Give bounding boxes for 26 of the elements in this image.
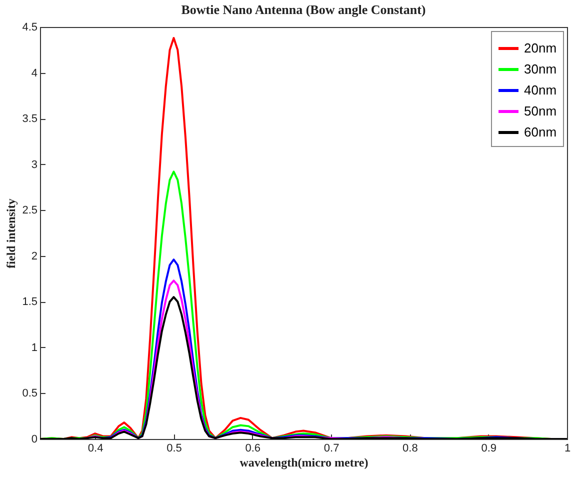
legend-label: 20nm [524,40,557,56]
x-tick-label: 0.9 [481,442,496,454]
y-tick-label: 3.5 [22,113,38,126]
x-tick-label: 0.4 [88,442,104,454]
y-tick-label: 4 [31,67,38,80]
legend-label: 30nm [524,62,557,76]
y-tick-label: 2 [31,250,38,262]
legend-label: 40nm [524,82,557,98]
x-axis-title: wavelength(micro metre) [240,456,368,470]
line-series [40,296,567,439]
y-tick-label: 1 [31,342,38,354]
legend-label: 50nm [524,104,557,118]
x-tick-label: 0.5 [166,442,182,454]
y-axis-title: field intensity [4,198,18,268]
y-tick-label: 0 [31,434,38,446]
chart-title: Bowtie Nano Antenna (Bow angle Constant) [181,2,426,17]
y-tick-label: 4.5 [22,22,38,34]
y-tick-label: 2.5 [22,204,38,217]
x-tick-label: 0.6 [245,442,261,454]
y-tick-label: 3 [31,158,38,171]
x-tick-label: 1 [564,442,571,454]
legend-label: 60nm [524,124,557,140]
x-tick-label: 0.7 [324,442,340,454]
y-tick-label: 1.5 [22,296,38,308]
x-tick-label: 0.8 [402,442,418,454]
y-tick-label: 0.5 [22,388,38,400]
